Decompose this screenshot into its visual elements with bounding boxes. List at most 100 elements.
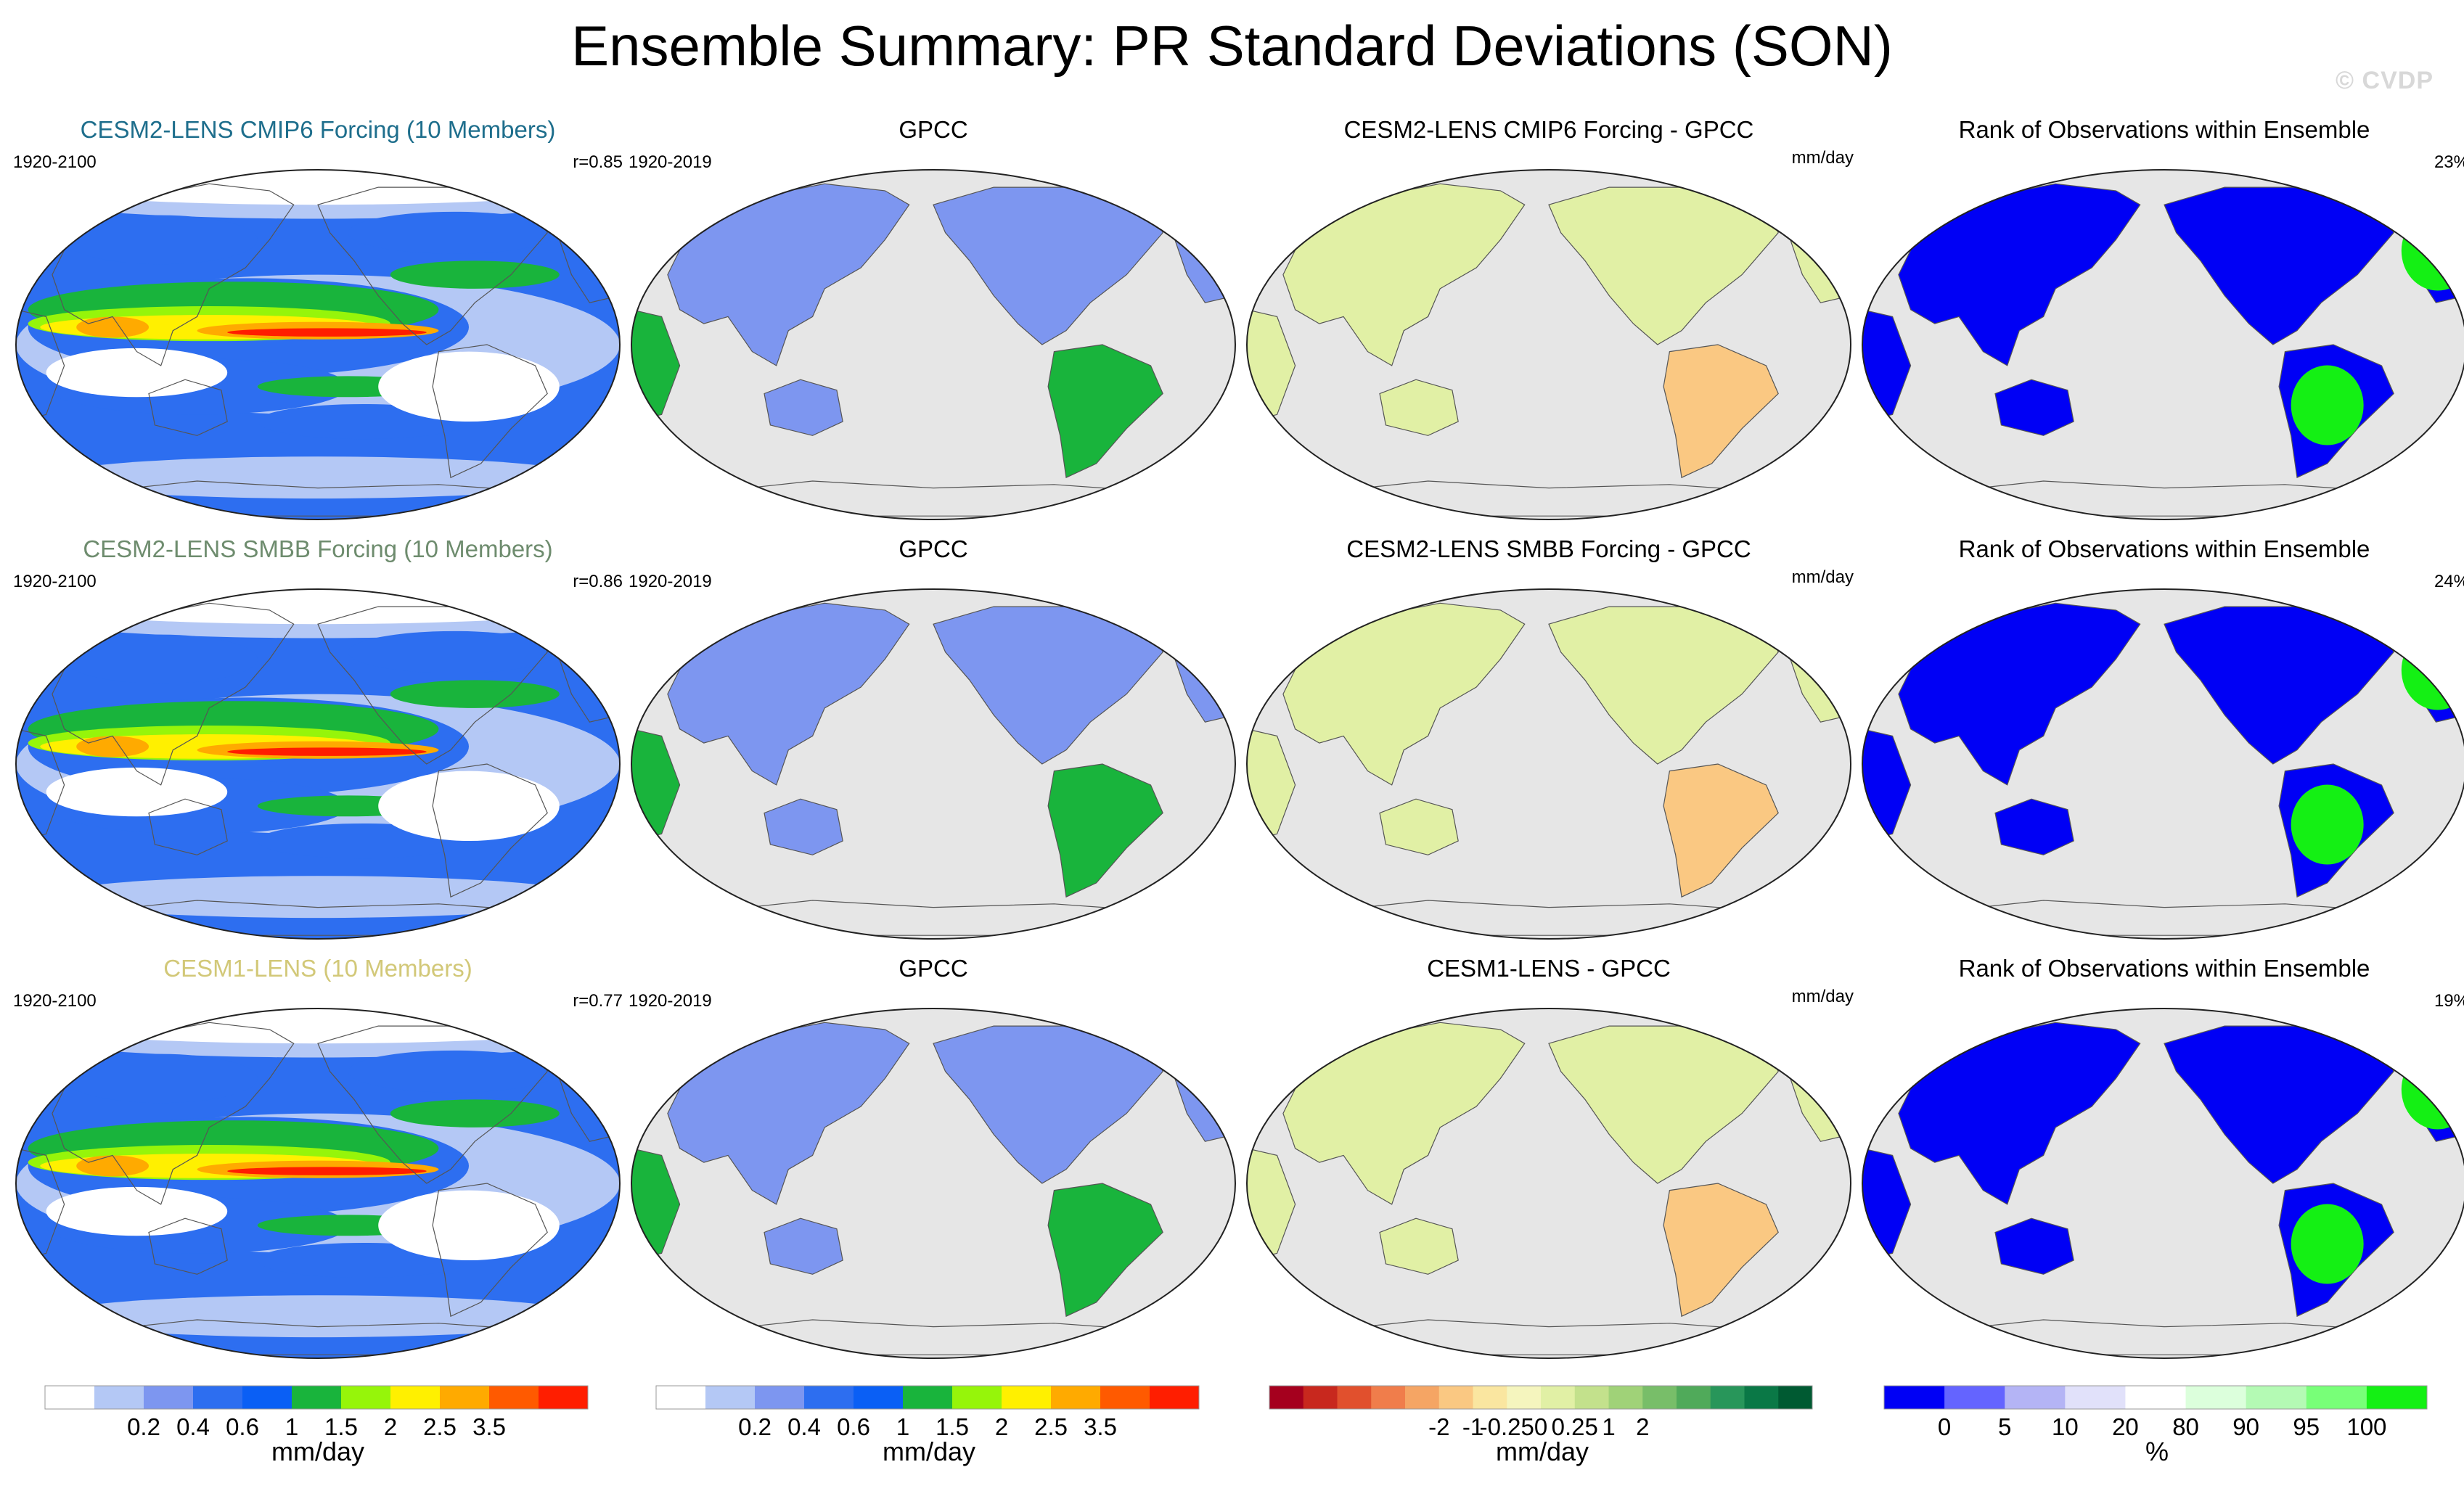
panel-title-rank: Rank of Observations within Ensemble: [1958, 535, 2370, 562]
panel-title-diff: CESM2-LENS CMIP6 Forcing - GPCC: [1343, 116, 1754, 143]
colorbar-unit: mm/day: [1495, 1437, 1589, 1466]
colorbar-swatch: [341, 1386, 391, 1409]
dry-zone: [46, 348, 228, 398]
coastline-africa: [16, 728, 65, 842]
period-label: 1920-2100: [13, 572, 97, 591]
sd-band: [227, 328, 427, 337]
land-asia: [667, 602, 910, 786]
colorbar-swatch: [1677, 1386, 1711, 1409]
sd-band: [76, 736, 150, 757]
high-rank-region: [2291, 365, 2364, 445]
colorbar-tick-label: 1: [896, 1413, 909, 1439]
colorbar-swatch: [440, 1386, 490, 1409]
colorbar-unit: mm/day: [882, 1437, 976, 1466]
colorbar-tick-label: 2: [1636, 1413, 1649, 1439]
panel-obs-r2: GPCC 1920-2019: [629, 535, 1238, 942]
coastline-africa: [16, 1148, 65, 1261]
map-obs-r1: [631, 169, 1236, 520]
colorbar-tick-label: 0.4: [787, 1413, 821, 1439]
colorbar-swatch: [1002, 1386, 1052, 1409]
panel-model-r2: CESM2-LENS SMBB Forcing (10 Members) 1920…: [13, 535, 623, 942]
colorbar-tick-label: 0: [1534, 1413, 1547, 1439]
high-rank-region: [2291, 1204, 2364, 1284]
land-samerica: [1047, 1183, 1163, 1318]
colorbar-swatch: [1778, 1386, 1813, 1409]
colorbar-tick-label: 0.6: [226, 1413, 259, 1439]
colorbar-swatch: [1051, 1386, 1101, 1409]
colorbar-tick-label: 90: [2232, 1413, 2259, 1439]
colorbar-swatch: [2306, 1386, 2367, 1409]
sd-band: [390, 1099, 560, 1128]
colorbar-tick-label: 5: [1998, 1413, 2011, 1439]
panel-title-model: CESM2-LENS CMIP6 Forcing (10 Members): [80, 116, 556, 143]
colorbar-swatch: [1884, 1386, 1945, 1409]
land-australia: [1994, 798, 2074, 855]
colorbar-tick-label: 2: [384, 1413, 397, 1439]
map-rank-r3: [1862, 1008, 2464, 1359]
colorbar-swatch: [1473, 1386, 1507, 1409]
sd-band: [348, 211, 560, 254]
coastline-samerica: [432, 763, 548, 898]
land-australia: [1994, 379, 2074, 436]
colorbar-tick-label: 100: [2346, 1413, 2386, 1439]
colorbar-swatches: -2 -1-0.25 0 0.25 1 2: [1269, 1385, 1813, 1439]
colorbar-swatch: [903, 1386, 953, 1409]
colorbar-swatch: [755, 1386, 805, 1409]
map-model-r3: [15, 1008, 621, 1359]
land-asia: [1282, 183, 1526, 366]
colorbar-swatch: [1608, 1386, 1643, 1409]
panel-title-model: CESM2-LENS SMBB Forcing (10 Members): [83, 535, 553, 562]
colorbar-swatch: [2185, 1386, 2247, 1409]
colorbar-swatch: [2065, 1386, 2126, 1409]
land-samerica: [1663, 344, 1779, 479]
colorbar-1: 0.2 0.4 0.6 1 1.5 2 2.5 3.5 mm/day: [42, 1384, 594, 1486]
colorbar-tick-label: -1: [1462, 1413, 1483, 1439]
sd-band: [64, 1053, 258, 1104]
colorbar-swatch: [144, 1386, 194, 1409]
land-australia: [764, 798, 843, 855]
colorbar-swatch: [1100, 1386, 1150, 1409]
sd-band: [46, 456, 590, 499]
map-obs-r3: [631, 1008, 1236, 1359]
period-label: 1920-2019: [629, 572, 712, 591]
period-label: 1920-2019: [629, 991, 712, 1011]
coastline-australia: [148, 798, 228, 855]
coastline-samerica: [432, 1183, 548, 1318]
colorbar-swatch: [2005, 1386, 2066, 1409]
panel-obs-r1: GPCC 1920-2019: [629, 116, 1238, 522]
colorbar-tick-label: 2.5: [1034, 1413, 1068, 1439]
units-label: mm/day: [1791, 148, 1854, 168]
land-samerica: [1047, 344, 1163, 479]
units-label: mm/day: [1791, 987, 1854, 1006]
colorbar-swatch: [1337, 1386, 1372, 1409]
map-obs-r2: [631, 588, 1236, 940]
colorbar-swatch: [1405, 1386, 1440, 1409]
colorbar-swatch: [489, 1386, 539, 1409]
sd-band: [348, 631, 560, 673]
colorbar-tick-label: 1: [1602, 1413, 1615, 1439]
land-australia: [764, 1217, 843, 1275]
panel-title-rank: Rank of Observations within Ensemble: [1958, 116, 2370, 143]
sd-band: [76, 316, 150, 338]
coastline-australia: [148, 1217, 228, 1275]
panel-title-obs: GPCC: [899, 116, 968, 143]
colorbar-4: 0 5 10 20 80 90 95 100%: [1881, 1384, 2433, 1486]
colorbar-tick-label: 0.2: [127, 1413, 160, 1439]
coastline-asia: [52, 183, 295, 366]
colorbar-swatch: [539, 1386, 589, 1409]
colorbar-tick-label: 0.2: [738, 1413, 771, 1439]
panel-rank-r3: Rank of Observations within Ensemble 19%: [1859, 955, 2464, 1361]
dry-zone: [378, 351, 560, 422]
colorbar-swatch: [1944, 1386, 2005, 1409]
rank-percent: 24%: [2434, 572, 2464, 591]
colorbar-swatch: [292, 1386, 342, 1409]
colorbar-swatch: [1371, 1386, 1406, 1409]
dry-zone: [46, 1186, 228, 1236]
colorbar-swatch: [1438, 1386, 1473, 1409]
colorbar-tick-label: 20: [2112, 1413, 2139, 1439]
map-diff-r1: [1246, 169, 1851, 520]
land-asia: [667, 183, 910, 366]
colorbar-swatch: [1269, 1386, 1304, 1409]
period-label: 1920-2019: [629, 152, 712, 172]
panel-rank-r2: Rank of Observations within Ensemble 24%: [1859, 535, 2464, 942]
